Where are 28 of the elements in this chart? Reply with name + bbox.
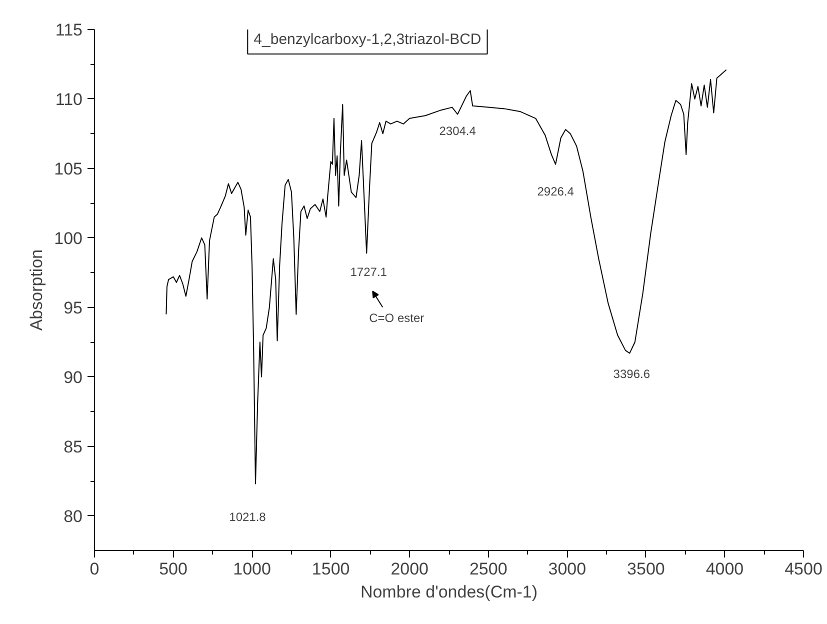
x-tick-label: 4000 [706,560,744,578]
x-axis-title: Nombre d'ondes(Cm-1) [360,582,538,602]
y-axis-title: Absorption [27,249,46,331]
y-tick-label: 100 [54,228,83,248]
annotation: 1727.1 [350,265,388,280]
x-tick-label: 1000 [233,560,271,578]
annotation: 1021.8 [229,510,266,524]
y-tick-label: 90 [64,368,83,387]
annotation: 2304.4 [439,124,476,138]
y-tick-label: 115 [55,20,83,40]
y-tick-label: 105 [54,159,83,178]
x-tick-label: 1500 [312,560,350,578]
y-tick-label: 80 [64,506,83,526]
annotation: 3396.6 [613,367,650,382]
x-tick-label: 2500 [469,560,508,578]
y-tick-label: 110 [55,90,83,109]
annotation: 2926.4 [537,184,574,198]
annotation: C=O ester [369,311,424,326]
x-tick-label: 500 [159,560,188,578]
y-tick-label: 85 [64,437,83,456]
x-tick-label: 4500 [784,560,822,578]
x-tick-label: 0 [90,560,100,578]
line-series [166,69,727,484]
x-tick-label: 3000 [548,560,586,578]
x-tick-label: 2000 [390,560,429,578]
y-tick-label: 95 [64,298,83,318]
x-tick-label: 3500 [627,560,665,578]
chart-title: 4_benzylcarboxy-1,2,3triazol-BCD [254,31,482,48]
